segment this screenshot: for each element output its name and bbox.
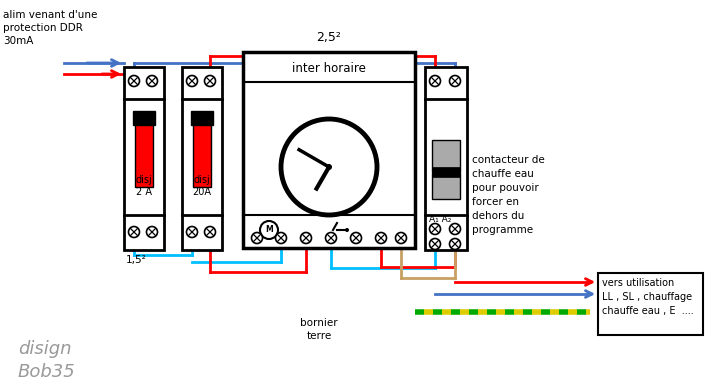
Circle shape [301,232,311,244]
Circle shape [325,232,337,244]
Circle shape [345,228,349,232]
Text: alim venant d'une
protection DDR
30mA: alim venant d'une protection DDR 30mA [3,10,97,47]
Bar [425,67,467,250]
Bar [191,111,213,125]
Circle shape [205,227,215,237]
Circle shape [205,76,215,87]
Bar [135,119,153,187]
Circle shape [376,232,386,244]
Bar [193,119,211,187]
Text: disj
20A: disj 20A [193,175,212,197]
Text: M: M [265,225,273,234]
Text: inter horaire: inter horaire [292,62,366,74]
Circle shape [260,221,278,239]
Text: contacteur de
chauffe eau
pour pouvoir
forcer en
dehors du
programme: contacteur de chauffe eau pour pouvoir f… [472,155,545,235]
Circle shape [251,232,263,244]
Bar [124,67,164,250]
Text: bornier
terre: bornier terre [300,318,337,341]
Circle shape [429,239,441,249]
Text: 1,5²: 1,5² [126,255,147,265]
Circle shape [429,76,441,87]
Circle shape [186,227,198,237]
Circle shape [128,227,140,237]
Circle shape [395,232,407,244]
Circle shape [350,232,361,244]
Bar [432,173,460,199]
Bar [598,273,703,335]
Circle shape [147,76,157,87]
Text: vers utilisation
LL , SL , chauffage
chauffe eau , E  ....: vers utilisation LL , SL , chauffage cha… [602,278,694,316]
Circle shape [450,76,460,87]
Circle shape [275,232,287,244]
Bar [432,140,460,172]
Circle shape [147,227,157,237]
Text: disign
Bob35: disign Bob35 [18,340,76,381]
Text: 2,5²: 2,5² [316,31,342,45]
Text: A₁ A₂: A₁ A₂ [429,215,451,225]
Bar [432,167,460,177]
Circle shape [450,239,460,249]
Text: disj
2 A: disj 2 A [136,175,152,197]
Circle shape [281,119,377,215]
Circle shape [186,76,198,87]
Circle shape [429,223,441,234]
Circle shape [450,223,460,234]
Bar [182,67,222,250]
Bar [243,52,415,248]
Circle shape [326,164,332,170]
Circle shape [128,76,140,87]
Bar [133,111,155,125]
